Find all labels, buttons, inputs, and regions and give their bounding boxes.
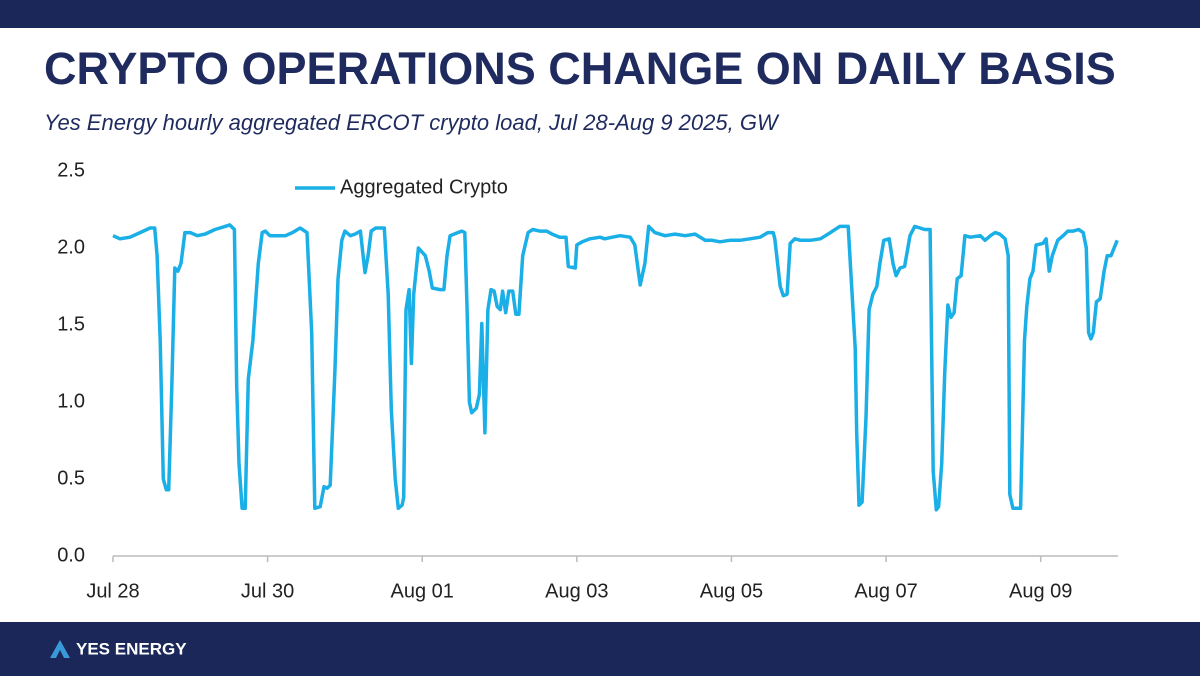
x-tick-label: Jul 30 <box>241 580 294 602</box>
x-tick-label: Aug 01 <box>391 580 454 602</box>
y-tick-label: 2.0 <box>57 236 85 258</box>
footer-logo: YES ENERGY <box>50 639 187 658</box>
x-tick-label: Aug 09 <box>1009 580 1072 602</box>
footer-brand: YES ENERGY <box>76 639 187 658</box>
y-tick-label: 1.0 <box>57 390 85 412</box>
chart-title: CRYPTO OPERATIONS CHANGE ON DAILY BASIS <box>44 43 1116 94</box>
chart-subtitle: Yes Energy hourly aggregated ERCOT crypt… <box>44 110 780 135</box>
x-tick-label: Aug 05 <box>700 580 763 602</box>
footer-band <box>0 622 1200 676</box>
logo-mark <box>50 640 70 658</box>
y-tick-label: 2.5 <box>57 159 85 181</box>
series-line <box>112 223 1119 512</box>
x-tick-label: Aug 07 <box>854 580 917 602</box>
y-tick-label: 1.5 <box>57 313 85 335</box>
legend-label: Aggregated Crypto <box>340 176 508 198</box>
logo-mark-inner <box>56 650 64 658</box>
y-tick-label: 0.5 <box>57 467 85 489</box>
x-tick-label: Aug 03 <box>545 580 608 602</box>
top-band <box>0 0 1200 28</box>
y-tick-label: 0.0 <box>57 544 85 566</box>
x-tick-label: Jul 28 <box>86 580 139 602</box>
